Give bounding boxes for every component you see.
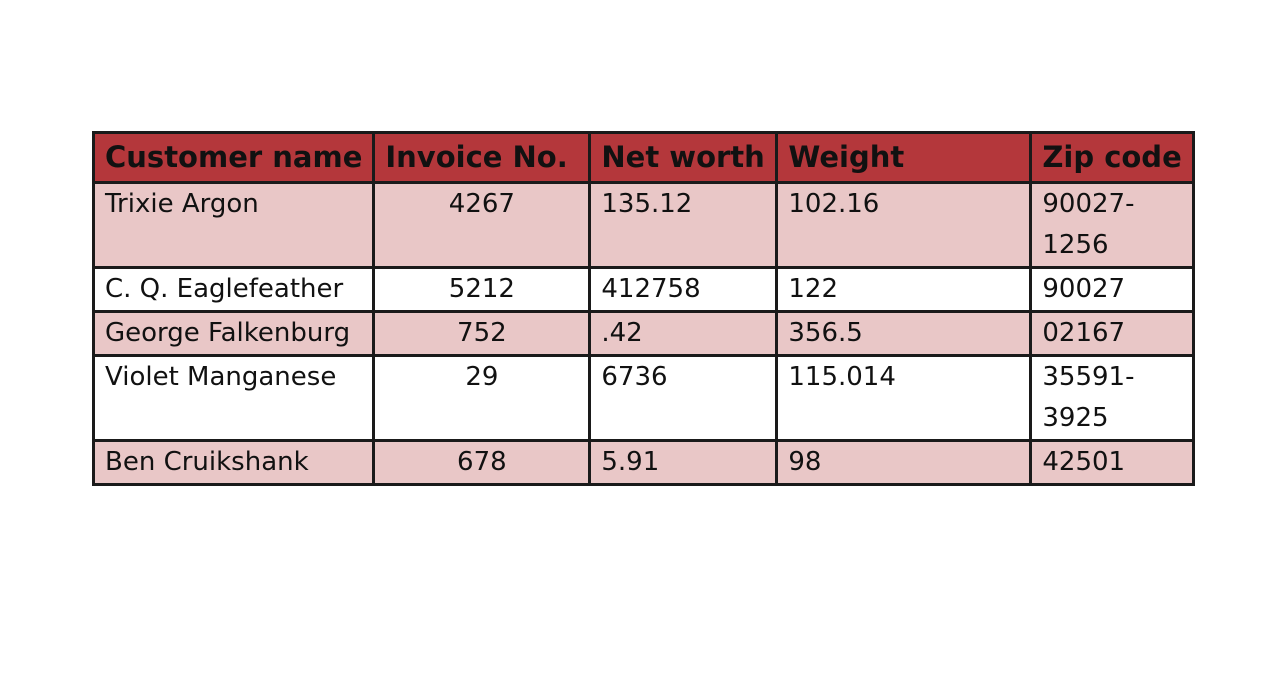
cell-customer-name: Ben Cruikshank (91, 439, 376, 486)
cell-net-worth: 6736 (588, 354, 779, 442)
cell-weight: 356.5 (775, 310, 1033, 357)
table-row: George Falkenburg 752 .42 356.5 02167 (91, 310, 1195, 357)
cell-invoice-no: 5212 (372, 266, 592, 313)
header-row: Customer name Invoice No. Net worth Weig… (91, 131, 1195, 184)
customer-table: Customer name Invoice No. Net worth Weig… (91, 131, 1195, 486)
cell-zip-code: 42501 (1029, 439, 1195, 486)
cell-weight: 122 (775, 266, 1033, 313)
cell-net-worth: .42 (588, 310, 779, 357)
column-header-net-worth: Net worth (588, 131, 779, 184)
cell-customer-name: George Falkenburg (91, 310, 376, 357)
table-row: Trixie Argon 4267 135.12 102.16 90027-12… (91, 181, 1195, 269)
cell-customer-name: C. Q. Eaglefeather (91, 266, 376, 313)
cell-zip-code: 35591-3925 (1029, 354, 1195, 442)
cell-net-worth: 412758 (588, 266, 779, 313)
column-header-invoice-no: Invoice No. (372, 131, 592, 184)
cell-weight: 115.014 (775, 354, 1033, 442)
column-header-zip-code: Zip code (1029, 131, 1195, 184)
cell-customer-name: Trixie Argon (91, 181, 376, 269)
cell-invoice-no: 678 (372, 439, 592, 486)
cell-zip-code: 90027-1256 (1029, 181, 1195, 269)
column-header-customer-name: Customer name (91, 131, 376, 184)
table-row: C. Q. Eaglefeather 5212 412758 122 90027 (91, 266, 1195, 313)
cell-net-worth: 5.91 (588, 439, 779, 486)
cell-zip-code: 90027 (1029, 266, 1195, 313)
cell-weight: 98 (775, 439, 1033, 486)
cell-invoice-no: 29 (372, 354, 592, 442)
cell-invoice-no: 752 (372, 310, 592, 357)
column-header-weight: Weight (775, 131, 1033, 184)
cell-customer-name: Violet Manganese (91, 354, 376, 442)
cell-zip-code: 02167 (1029, 310, 1195, 357)
cell-weight: 102.16 (775, 181, 1033, 269)
cell-net-worth: 135.12 (588, 181, 779, 269)
table-row: Ben Cruikshank 678 5.91 98 42501 (91, 439, 1195, 486)
table-row: Violet Manganese 29 6736 115.014 35591-3… (91, 354, 1195, 442)
cell-invoice-no: 4267 (372, 181, 592, 269)
